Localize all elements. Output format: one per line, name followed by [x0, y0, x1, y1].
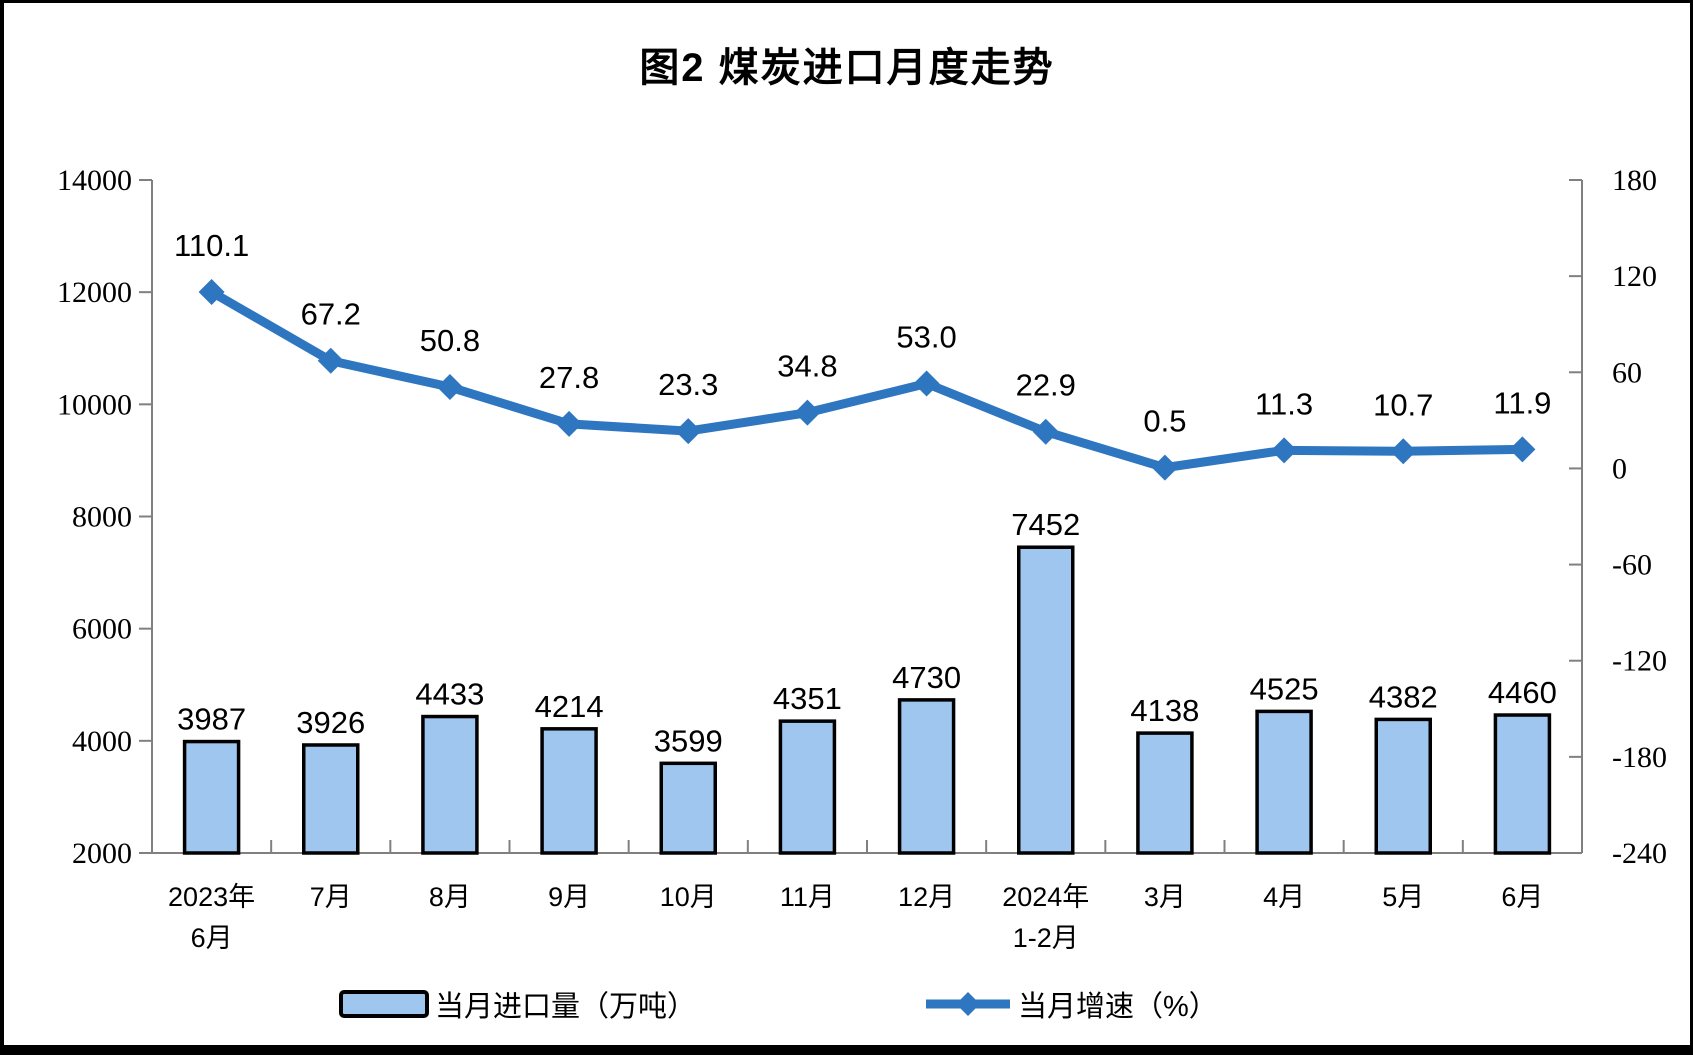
- right-axis-tick-label: 60: [1612, 356, 1642, 389]
- line-value-label: 11.3: [1255, 386, 1313, 421]
- left-axis-tick-label: 10000: [57, 388, 132, 421]
- line-value-label: 53.0: [896, 320, 956, 355]
- line-value-label: 110.1: [174, 228, 249, 263]
- chart-title: 图2 煤炭进口月度走势: [639, 46, 1055, 90]
- line-value-label: 0.5: [1143, 404, 1186, 439]
- bar: [1017, 545, 1075, 855]
- bar-value-label: 7452: [1011, 507, 1080, 542]
- x-axis-category-label: 4月: [1263, 882, 1305, 912]
- x-axis-category-label: 11月: [780, 882, 835, 912]
- right-axis-tick-label: 120: [1612, 260, 1657, 293]
- left-axis-tick-label: 8000: [72, 501, 132, 534]
- line-value-label: 34.8: [777, 349, 837, 384]
- x-axis-category-label: 3月: [1144, 882, 1186, 912]
- x-axis-category-label: 2023年: [168, 882, 255, 912]
- line-marker: [1151, 454, 1178, 481]
- bar-value-label: 4525: [1250, 671, 1319, 706]
- bar-value-label: 4730: [892, 660, 961, 695]
- left-axis-tick-label: 4000: [72, 725, 132, 758]
- line-value-label: 22.9: [1016, 368, 1076, 403]
- line-marker: [1271, 437, 1298, 464]
- bar-value-label: 3599: [654, 723, 723, 758]
- x-axis-category-label: 7月: [310, 882, 352, 912]
- x-axis-category-label: 9月: [548, 882, 590, 912]
- bar-value-label: 4460: [1488, 675, 1557, 710]
- bar-value-label: 3987: [177, 702, 246, 737]
- bar: [421, 714, 479, 855]
- right-axis-tick-label: 0: [1612, 452, 1627, 485]
- line-marker: [794, 399, 821, 426]
- left-axis-tick-label: 14000: [57, 164, 132, 197]
- bar: [1136, 731, 1194, 855]
- bar: [302, 743, 360, 855]
- bar-value-label: 4382: [1369, 679, 1438, 714]
- bar-value-label: 4433: [415, 677, 484, 712]
- x-axis-category-label: 2024年: [1002, 882, 1089, 912]
- bar: [897, 698, 956, 855]
- bar: [778, 719, 837, 855]
- bar: [182, 739, 241, 855]
- right-axis-tick-label: -240: [1612, 837, 1667, 870]
- left-axis-tick-label: 12000: [57, 276, 132, 309]
- line-marker: [913, 370, 940, 397]
- line-value-label: 10.7: [1373, 387, 1433, 422]
- line-marker: [1509, 436, 1536, 463]
- bar: [659, 761, 717, 855]
- bar-value-label: 4214: [535, 689, 604, 724]
- bar-value-label: 4351: [773, 681, 842, 716]
- line-marker: [198, 279, 225, 306]
- line-value-label: 11.9: [1493, 385, 1551, 420]
- right-axis-tick-label: -120: [1612, 645, 1667, 678]
- line-value-label: 27.8: [539, 360, 599, 395]
- line-marker: [675, 418, 702, 445]
- x-axis-category-label: 6月: [1501, 882, 1543, 912]
- left-axis-tick-label: 2000: [72, 837, 132, 870]
- x-axis-category-label: 5月: [1382, 882, 1424, 912]
- x-axis-category-label: 12月: [898, 882, 955, 912]
- line-marker: [1032, 418, 1059, 445]
- bar-value-label: 3926: [296, 705, 365, 740]
- bar: [1374, 717, 1432, 855]
- right-axis-tick-label: -60: [1612, 549, 1652, 582]
- bar: [540, 727, 598, 855]
- right-axis-tick-label: -180: [1612, 741, 1667, 774]
- bar-value-label: 4138: [1130, 693, 1199, 728]
- line-marker: [436, 374, 463, 401]
- x-axis-category-label: 10月: [660, 882, 717, 912]
- x-axis-category-label: 8月: [429, 882, 471, 912]
- line-marker: [1390, 438, 1417, 465]
- line-value-label: 67.2: [301, 297, 361, 332]
- chart-canvas: 2000 4000 6000 8000 10000 12000 14000 -240 -180 -…: [57, 164, 1667, 953]
- bar: [1493, 713, 1552, 855]
- line-marker: [556, 410, 583, 437]
- bar: [1255, 709, 1313, 855]
- x-axis-category-label: 1-2月: [1013, 923, 1079, 953]
- right-axis-tick-label: 180: [1612, 164, 1657, 197]
- x-axis-category-label: 6月: [191, 923, 233, 953]
- line-value-label: 50.8: [420, 323, 480, 358]
- growth-line: [207, 287, 1527, 473]
- line-marker: [317, 347, 344, 374]
- line-value-label: 23.3: [658, 367, 718, 402]
- left-axis-tick-label: 6000: [72, 613, 132, 646]
